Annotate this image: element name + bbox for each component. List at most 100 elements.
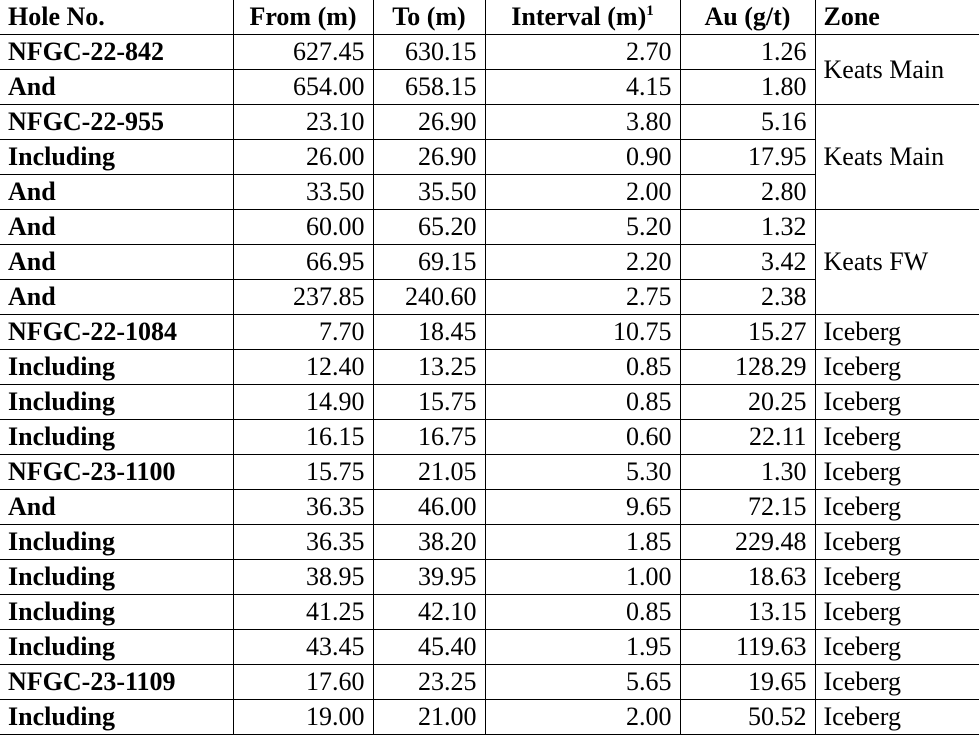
- table-row: NFGC-22-955 23.10 26.90 3.80 5.16 Keats Main: [0, 104, 979, 210]
- value-cell: 36.35: [232, 489, 374, 525]
- value-cell: 128.29: [679, 349, 816, 385]
- value-cell: 1.00: [484, 559, 681, 595]
- table-row: Including 38.95 39.95 1.00 18.63 Iceberg: [0, 559, 979, 595]
- table-row: And 237.85 240.60 2.75 2.38: [0, 279, 979, 315]
- table-row: And 60.00 65.20 5.20 1.32 Keats FW: [0, 209, 979, 315]
- value-cell: 50.52: [679, 699, 816, 735]
- value-cell: 17.60: [232, 664, 374, 700]
- header-cell: To (m): [372, 0, 486, 35]
- zone-cell: Iceberg: [814, 699, 979, 735]
- value-cell: 1.30: [679, 454, 816, 490]
- value-cell: 14.90: [232, 384, 374, 420]
- value-cell: 0.85: [484, 594, 681, 630]
- hole-cell: And: [0, 209, 234, 245]
- value-cell: 16.75: [372, 419, 486, 455]
- value-cell: 39.95: [372, 559, 486, 595]
- value-cell: 10.75: [484, 314, 681, 350]
- value-cell: 3.42: [679, 244, 815, 280]
- value-cell: 1.80: [679, 69, 815, 105]
- hole-cell: Including: [0, 349, 234, 385]
- hole-cell: Including: [0, 384, 234, 420]
- value-cell: 17.95: [679, 139, 815, 175]
- zone-cell: Iceberg: [814, 629, 979, 665]
- table-row: Including 41.25 42.10 0.85 13.15 Iceberg: [0, 594, 979, 630]
- value-cell: 2.70: [484, 34, 681, 70]
- hole-cell: NFGC-22-955: [0, 104, 234, 140]
- header-cell: Hole No.: [0, 0, 234, 35]
- value-cell: 15.27: [679, 314, 816, 350]
- header-cell: Interval (m)1: [484, 0, 681, 35]
- value-cell: 23.10: [232, 104, 374, 140]
- value-cell: 72.15: [679, 489, 816, 525]
- value-cell: 5.16: [679, 104, 816, 140]
- value-cell: 2.00: [484, 174, 681, 210]
- hole-cell: And: [0, 174, 234, 210]
- table-row: NFGC-23-1100 15.75 21.05 5.30 1.30 Iceberg: [0, 454, 979, 490]
- hole-cell: Including: [0, 629, 234, 665]
- value-cell: 4.15: [484, 69, 681, 105]
- table-row: NFGC-23-1109 17.60 23.25 5.65 19.65 Iceberg: [0, 664, 979, 700]
- value-cell: 2.75: [484, 279, 681, 315]
- value-cell: 12.40: [232, 349, 374, 385]
- value-cell: 237.85: [232, 279, 374, 315]
- value-cell: 7.70: [232, 314, 374, 350]
- value-cell: 46.00: [372, 489, 486, 525]
- value-cell: 26.00: [232, 139, 374, 175]
- value-cell: 41.25: [232, 594, 374, 630]
- value-cell: 0.85: [484, 349, 681, 385]
- value-cell: 43.45: [232, 629, 374, 665]
- value-cell: 38.20: [372, 524, 486, 560]
- hole-cell: And: [0, 69, 234, 105]
- value-cell: 627.45: [232, 34, 374, 70]
- zone-cell: Iceberg: [814, 349, 979, 385]
- value-cell: 1.95: [484, 629, 681, 665]
- value-cell: 0.85: [484, 384, 681, 420]
- value-cell: 13.15: [679, 594, 816, 630]
- hole-cell: NFGC-23-1100: [0, 454, 234, 490]
- value-cell: 630.15: [372, 34, 486, 70]
- table-row: Including 19.00 21.00 2.00 50.52 Iceberg: [0, 699, 979, 735]
- value-cell: 36.35: [232, 524, 374, 560]
- value-cell: 1.85: [484, 524, 681, 560]
- value-cell: 5.20: [484, 209, 681, 245]
- header-cell: Zone: [814, 0, 979, 35]
- hole-cell: Including: [0, 559, 234, 595]
- value-cell: 69.15: [372, 244, 486, 280]
- value-cell: 35.50: [372, 174, 486, 210]
- table-row: Including 14.90 15.75 0.85 20.25 Iceberg: [0, 384, 979, 420]
- value-cell: 42.10: [372, 594, 486, 630]
- value-cell: 22.11: [679, 419, 816, 455]
- value-cell: 15.75: [372, 384, 486, 420]
- table-row: And 36.35 46.00 9.65 72.15 Iceberg: [0, 489, 979, 525]
- hole-cell: And: [0, 279, 234, 315]
- hole-cell: Including: [0, 139, 234, 175]
- value-cell: 26.90: [372, 104, 486, 140]
- header-text: Interval (m): [511, 2, 647, 31]
- value-cell: 2.00: [484, 699, 681, 735]
- value-cell: 229.48: [679, 524, 816, 560]
- table-row: Including 26.00 26.90 0.90 17.95: [0, 139, 979, 175]
- value-cell: 654.00: [232, 69, 374, 105]
- value-cell: 23.25: [372, 664, 486, 700]
- zone-cell: Iceberg: [814, 489, 979, 525]
- table-row: Including 16.15 16.75 0.60 22.11 Iceberg: [0, 419, 979, 455]
- value-cell: 26.90: [372, 139, 486, 175]
- value-cell: 66.95: [232, 244, 374, 280]
- hole-cell: NFGC-22-1084: [0, 314, 234, 350]
- value-cell: 19.65: [679, 664, 816, 700]
- hole-cell: Including: [0, 699, 234, 735]
- value-cell: 33.50: [232, 174, 374, 210]
- zone-cell: Iceberg: [814, 454, 979, 490]
- value-cell: 2.80: [679, 174, 815, 210]
- table-row: Including 36.35 38.20 1.85 229.48 Iceberg: [0, 524, 979, 560]
- zone-cell: Iceberg: [814, 559, 979, 595]
- value-cell: 16.15: [232, 419, 374, 455]
- value-cell: 5.65: [484, 664, 681, 700]
- value-cell: 658.15: [372, 69, 486, 105]
- zone-cell: Keats FW: [814, 209, 979, 315]
- value-cell: 13.25: [372, 349, 486, 385]
- value-cell: 119.63: [679, 629, 816, 665]
- hole-cell: NFGC-23-1109: [0, 664, 234, 700]
